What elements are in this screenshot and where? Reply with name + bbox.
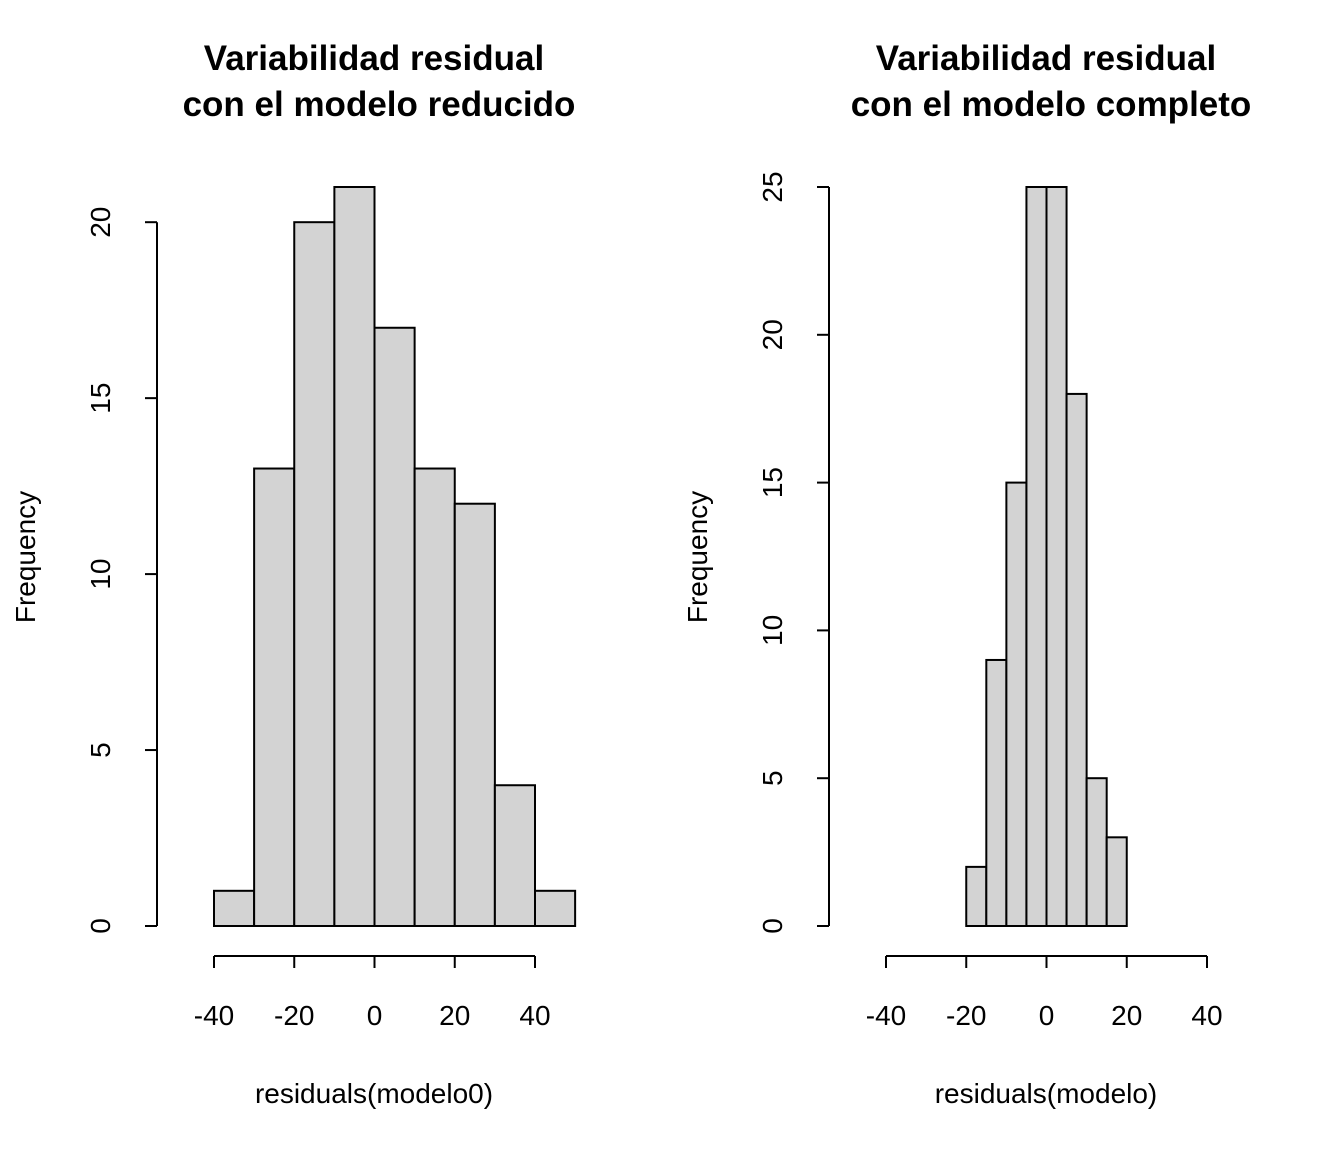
x-tick-label: 0 bbox=[367, 1000, 383, 1031]
x-axis: -40 -20 0 20 40 bbox=[866, 955, 1223, 1031]
bars-group bbox=[213, 186, 577, 927]
y-tick-label: 15 bbox=[85, 383, 116, 414]
bars-group bbox=[965, 186, 1128, 928]
histogram-bar bbox=[1065, 392, 1088, 928]
histogram-bar bbox=[1045, 186, 1068, 927]
y-tick-label: 5 bbox=[757, 770, 788, 786]
histogram-bar bbox=[1005, 481, 1028, 927]
histogram-bar bbox=[413, 467, 456, 927]
x-axis-label: residuals(modelo0) bbox=[255, 1078, 493, 1109]
chart-title-line-1: Variabilidad residual bbox=[876, 39, 1216, 78]
histogram-bar bbox=[534, 889, 577, 927]
histogram-bar bbox=[373, 326, 416, 927]
histogram-bar bbox=[1025, 186, 1048, 927]
histogram-bar bbox=[253, 467, 296, 927]
chart-title-line-2: con el modelo reducido bbox=[183, 85, 576, 124]
histogram-bar bbox=[1105, 836, 1128, 928]
histogram-bar bbox=[213, 889, 256, 927]
histogram-panel-reducido: Variabilidad residual con el modelo redu… bbox=[10, 39, 577, 1109]
y-tick-label: 25 bbox=[757, 171, 788, 202]
histogram-bar bbox=[333, 186, 376, 927]
histogram-bar bbox=[293, 221, 336, 927]
y-tick-label: 10 bbox=[757, 615, 788, 646]
chart-title-line-1: Variabilidad residual bbox=[204, 39, 544, 78]
x-tick-label: 0 bbox=[1039, 1000, 1055, 1031]
x-tick-label: -40 bbox=[866, 1000, 906, 1031]
x-axis-label: residuals(modelo) bbox=[935, 1078, 1158, 1109]
y-axis-label: Frequency bbox=[10, 491, 41, 623]
x-tick-label: -40 bbox=[194, 1000, 234, 1031]
y-axis-label: Frequency bbox=[682, 491, 713, 623]
y-tick-label: 15 bbox=[757, 467, 788, 498]
histogram-panel-completo: Variabilidad residual con el modelo comp… bbox=[682, 39, 1251, 1109]
y-tick-label: 0 bbox=[757, 918, 788, 934]
y-tick-label: 20 bbox=[757, 319, 788, 350]
histogram-bar bbox=[985, 658, 1008, 928]
y-tick-label: 10 bbox=[85, 559, 116, 590]
x-tick-label: 40 bbox=[519, 1000, 550, 1031]
chart-title-line-2: con el modelo completo bbox=[851, 85, 1252, 124]
x-tick-label: 20 bbox=[1111, 1000, 1142, 1031]
histogram-bar bbox=[965, 865, 988, 928]
y-axis: 0 5 10 15 20 25 bbox=[757, 171, 830, 934]
histogram-bar bbox=[453, 502, 496, 927]
histogram-bar bbox=[1085, 777, 1108, 928]
histogram-bar bbox=[493, 784, 536, 927]
y-tick-label: 0 bbox=[85, 918, 116, 934]
y-tick-label: 20 bbox=[85, 207, 116, 238]
x-tick-label: -20 bbox=[946, 1000, 986, 1031]
x-tick-label: 40 bbox=[1191, 1000, 1222, 1031]
y-axis: 0 5 10 15 20 bbox=[85, 207, 158, 934]
x-tick-label: -20 bbox=[274, 1000, 314, 1031]
x-tick-label: 20 bbox=[439, 1000, 470, 1031]
y-tick-label: 5 bbox=[85, 742, 116, 758]
x-axis: -40 -20 0 20 40 bbox=[194, 955, 551, 1031]
